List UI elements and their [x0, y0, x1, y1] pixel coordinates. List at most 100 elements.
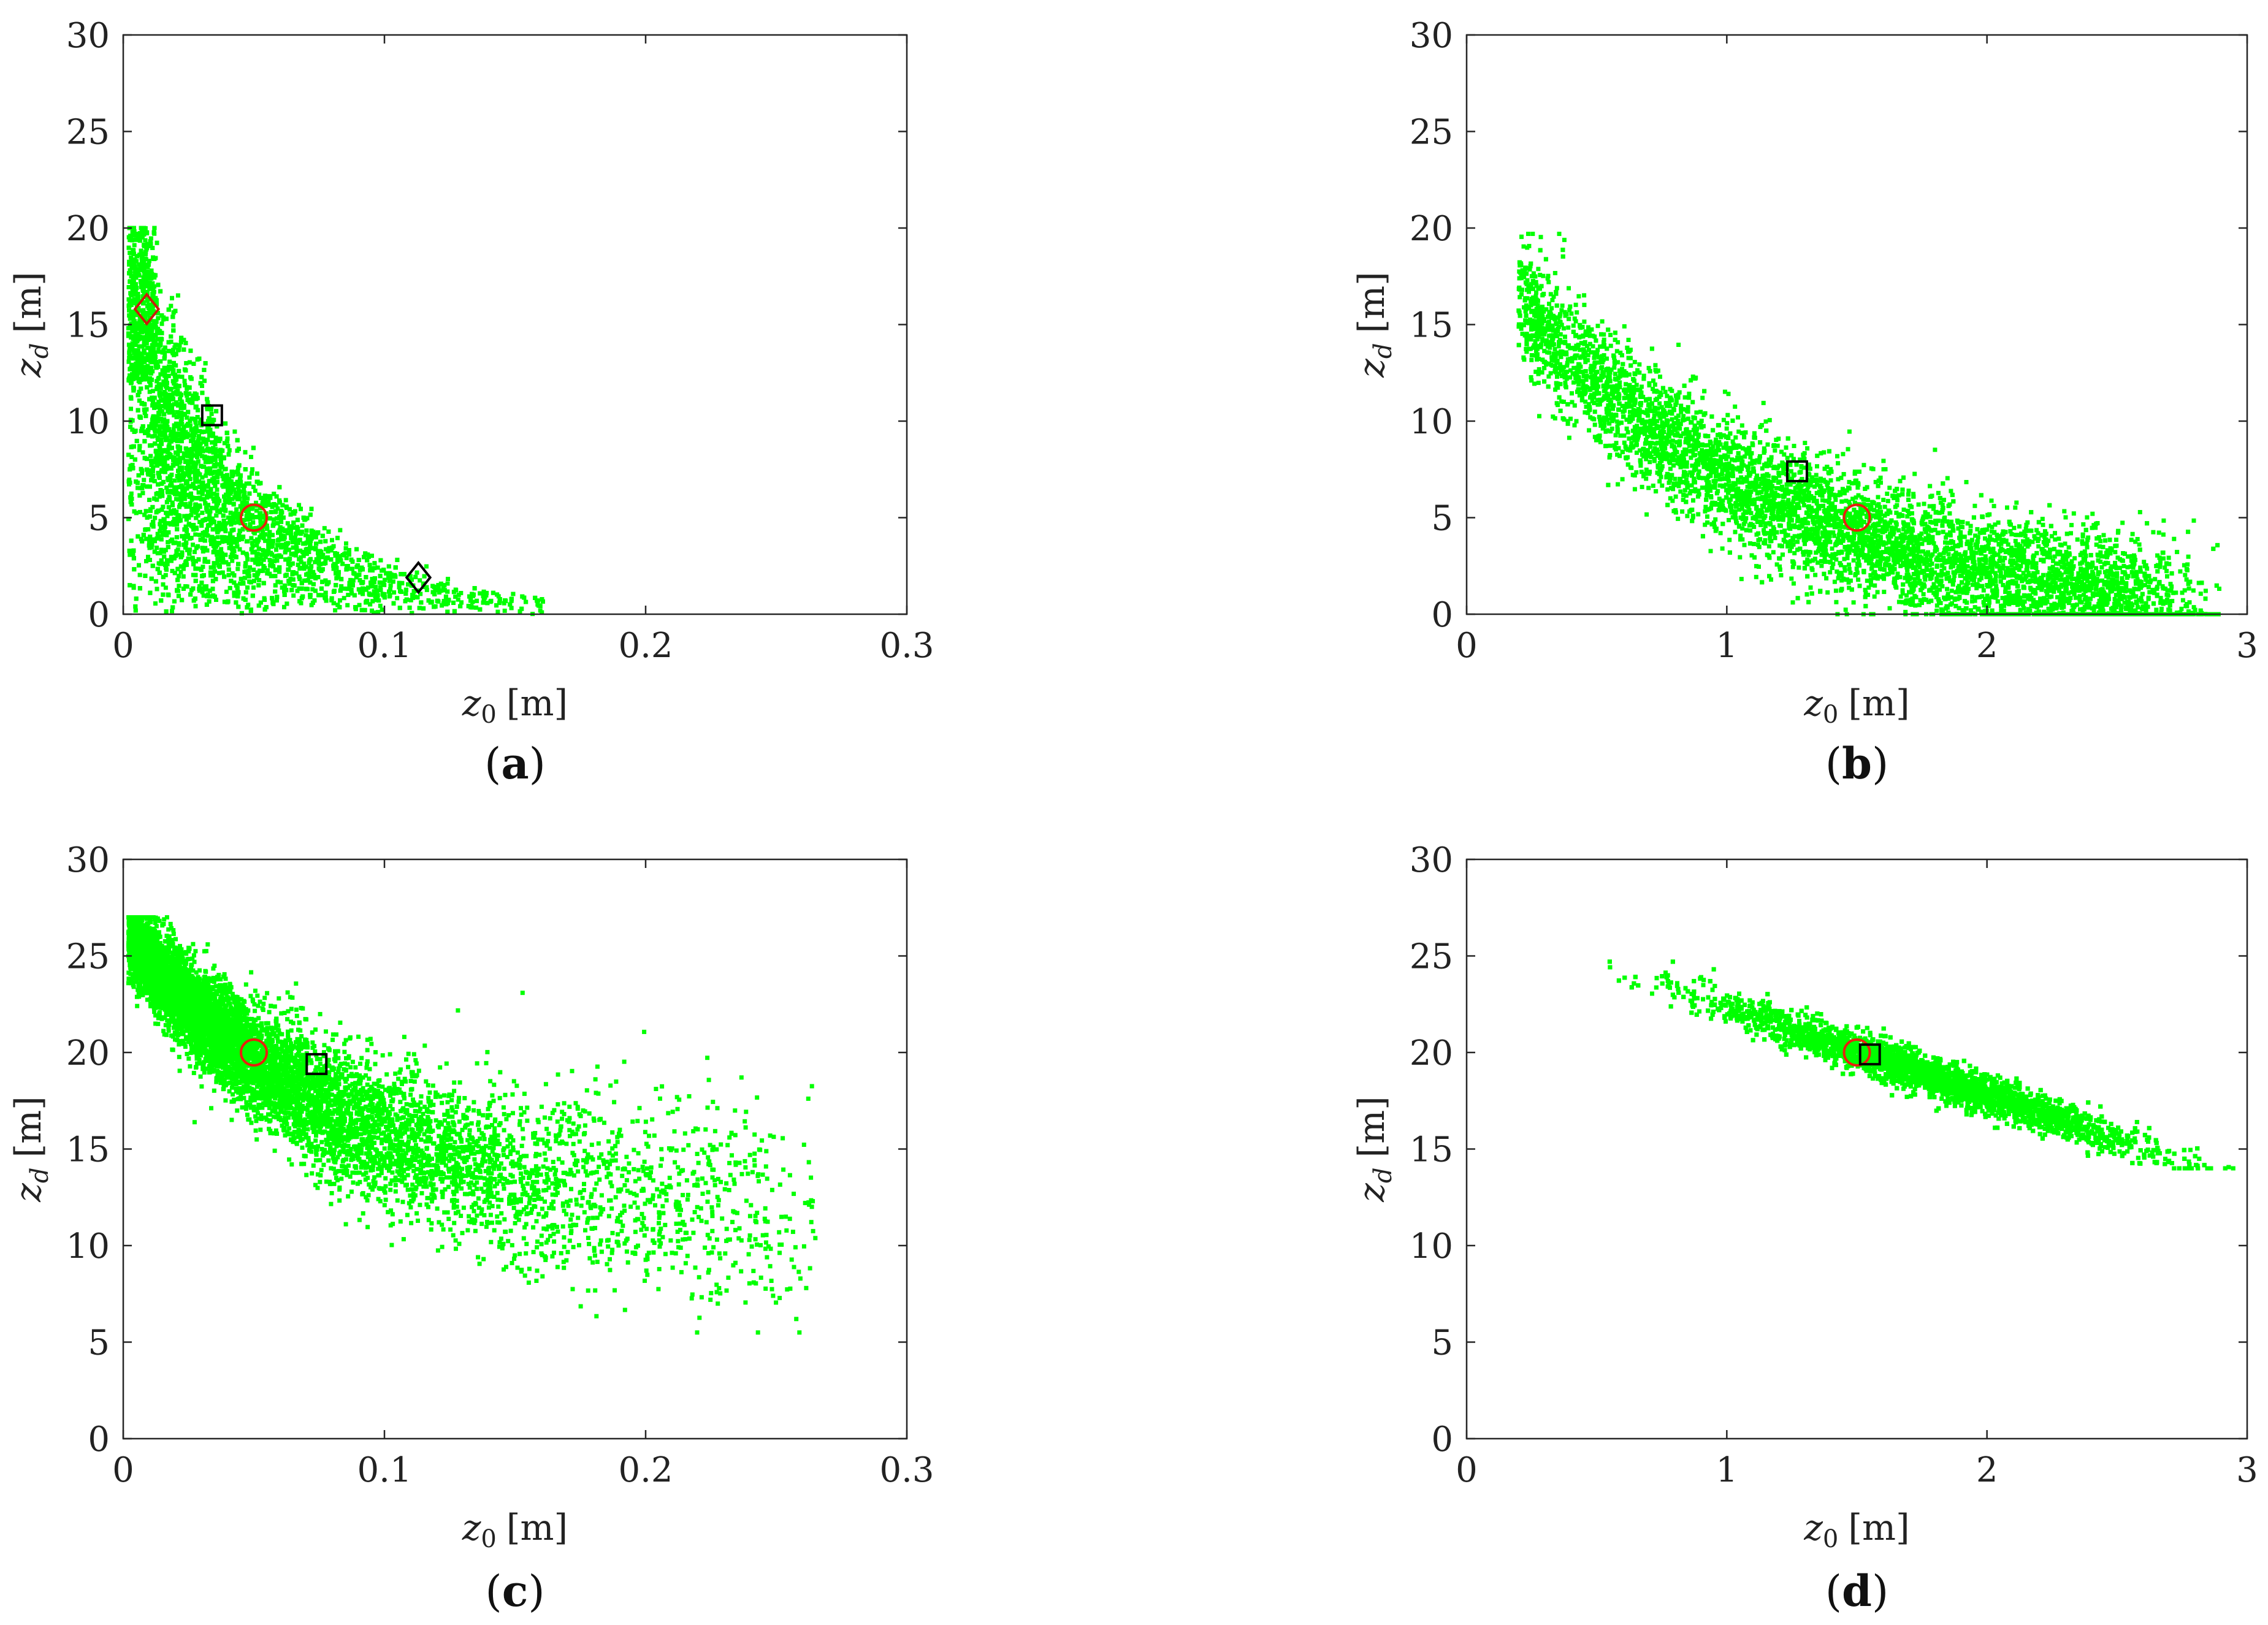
scatter-point	[176, 593, 181, 598]
scatter-point	[158, 550, 162, 555]
scatter-point	[445, 581, 450, 586]
scatter-point	[157, 494, 162, 499]
scatter-point	[150, 378, 154, 382]
scatter-point	[183, 368, 188, 373]
scatter-point	[169, 473, 174, 477]
scatter-point	[312, 598, 317, 603]
scatter-point	[175, 293, 180, 298]
scatter-point	[134, 237, 139, 242]
scatter-point	[295, 588, 300, 593]
scatter-point	[202, 421, 207, 426]
scatter-point	[247, 491, 252, 496]
scatter-point	[478, 591, 483, 596]
scatter-point	[158, 289, 163, 294]
scatter-point	[495, 592, 500, 597]
scatter-point	[474, 605, 479, 610]
scatter-point	[273, 589, 278, 594]
scatter-point	[318, 539, 323, 544]
scatter-point	[187, 360, 192, 365]
scatter-point	[242, 498, 246, 503]
scatter-point	[224, 589, 229, 594]
scatter-point	[459, 591, 464, 595]
scatter-point	[323, 539, 328, 544]
scatter-point	[511, 592, 516, 596]
scatter-point	[395, 596, 400, 601]
scatter-point	[349, 591, 354, 596]
scatter-point	[424, 585, 429, 590]
scatter-point	[285, 521, 290, 526]
scatter-point	[502, 608, 507, 613]
scatter-point	[199, 568, 204, 573]
scatter-point	[253, 549, 258, 554]
scatter-point	[162, 554, 167, 559]
scatter-point	[209, 405, 214, 409]
scatter-point	[387, 594, 392, 599]
scatter-point	[139, 258, 144, 263]
scatter-point	[200, 449, 205, 454]
scatter-point	[236, 561, 241, 566]
scatter-point	[227, 585, 232, 590]
scatter-point	[199, 375, 204, 379]
scatter-point	[245, 605, 250, 610]
scatter-point	[209, 411, 214, 416]
scatter-point	[177, 492, 182, 496]
scatter-point	[172, 455, 177, 460]
scatter-point	[357, 603, 362, 607]
scatter-point	[263, 538, 268, 543]
scatter-point	[272, 517, 277, 522]
scatter-point	[171, 323, 176, 328]
scatter-point	[235, 566, 240, 571]
scatter-point	[219, 547, 224, 552]
scatter-point	[310, 587, 315, 592]
scatter-point	[274, 547, 278, 552]
scatter-point	[197, 533, 202, 537]
scatter-point	[258, 557, 263, 561]
scatter-point	[181, 347, 186, 352]
scatter-point	[344, 556, 349, 560]
scatter-point	[226, 562, 231, 567]
scatter-point	[184, 361, 189, 365]
scatter-point	[205, 527, 210, 532]
scatter-point	[181, 338, 186, 342]
scatter-point	[162, 432, 167, 436]
scatter-point	[262, 596, 267, 601]
scatter-point	[127, 349, 132, 354]
scatter-point	[535, 598, 539, 603]
scatter-point	[128, 280, 132, 284]
scatter-point	[252, 573, 257, 577]
scatter-point	[267, 516, 272, 521]
scatter-point	[373, 585, 378, 590]
scatter-point	[191, 586, 196, 591]
scatter-point	[210, 527, 215, 532]
scatter-point	[253, 489, 258, 493]
scatter-point	[161, 504, 166, 509]
scatter-point	[202, 378, 207, 383]
scatter-point	[304, 528, 309, 533]
scatter-point	[227, 498, 232, 503]
scatter-point	[126, 479, 131, 484]
scatter-point	[132, 342, 137, 347]
scatter-point	[367, 592, 372, 597]
scatter-point	[181, 474, 186, 479]
scatter-point	[370, 577, 375, 581]
scatter-point	[247, 475, 252, 480]
scatter-point	[242, 576, 247, 580]
scatter-point	[158, 522, 162, 527]
scatter-point	[158, 359, 163, 364]
scatter-point	[418, 578, 422, 583]
scatter-point	[126, 285, 131, 289]
scatter-point	[162, 354, 167, 359]
scatter-point	[183, 502, 188, 506]
scatter-point	[309, 603, 314, 607]
scatter-point	[143, 373, 148, 378]
scatter-point	[227, 448, 232, 453]
scatter-point	[217, 571, 221, 576]
scatter-point	[192, 549, 197, 554]
scatter-point	[456, 592, 461, 597]
scatter-point	[418, 592, 423, 596]
scatter-point	[134, 438, 139, 443]
scatter-point	[214, 513, 219, 518]
scatter-point	[316, 558, 321, 563]
scatter-point	[142, 478, 147, 482]
scatter-point	[134, 596, 139, 601]
